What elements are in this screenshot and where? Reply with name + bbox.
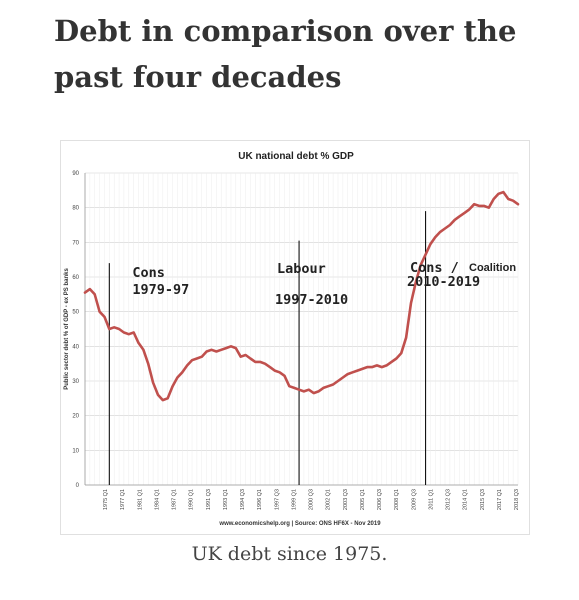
x-tick-label: 2012 Q3 [446,489,452,510]
x-tick-label: 1996 Q1 [257,489,263,510]
x-tick-label: 2006 Q3 [377,489,383,510]
x-tick-label: 2014 Q1 [463,489,469,510]
x-tick-label: 1991 Q3 [206,489,212,510]
coalition-extra-label: Coalition [469,262,516,274]
y-tick-label: 40 [72,344,79,350]
x-tick-label: 2008 Q1 [394,489,400,510]
figure-caption: UK debt since 1975. [191,543,388,565]
x-tick-label: 2000 Q3 [309,489,315,510]
x-tick-label: 2002 Q1 [326,489,332,510]
chart-title: UK national debt % GDP [238,151,354,162]
cons-annotation-label: Cons [132,265,165,281]
x-tick-label: 2017 Q1 [497,489,503,510]
y-tick-label: 70 [72,240,79,246]
x-tick-label: 2015 Q3 [480,489,486,510]
x-tick-label: 1994 Q3 [240,489,246,510]
x-tick-label: 1975 Q1 [103,489,109,510]
x-tick-label: 1999 Q1 [291,489,297,510]
chart-frame [60,140,530,535]
x-tick-label: 1990 Q1 [189,489,195,510]
article-heading: Debt in comparison over the past four de… [54,14,517,94]
y-tick-label: 0 [76,483,80,489]
x-tick-label: 1977 Q1 [120,489,126,510]
y-tick-label: 50 [72,310,79,316]
y-tick-label: 10 [72,448,79,454]
x-tick-label: 2005 Q1 [360,489,366,510]
debt-series-line [83,190,520,402]
cons-coalition-years-label: 2010-2019 [407,274,480,290]
y-tick-label: 30 [72,379,79,385]
x-tick-label: 2003 Q3 [343,489,349,510]
debt-line-chart: UK national debt % GDP 0 10 20 30 40 50 60 70 80… [60,140,530,535]
x-tick-label: 1981 Q1 [137,489,143,510]
labour-annotation-label: Labour [277,261,326,277]
x-tick-label: 1987 Q1 [172,489,178,510]
y-tick-label: 90 [72,171,79,177]
y-axis-label: Public sector debt % of GDP - ex PS bank… [64,268,70,390]
coalition-annotation-label: Cons / [410,260,459,276]
y-tick-label: 60 [72,275,79,281]
y-tick-label: 80 [72,206,79,212]
x-tick-label: 1997 Q3 [274,489,280,510]
y-tick-label: 20 [72,414,79,420]
source-note: www.economicshelp.org | Source: ONS HF6X… [218,521,381,527]
x-tick-label: 2009 Q3 [411,489,417,510]
cons-years-label: 1979-97 [132,282,189,298]
x-tick-label: 1984 Q1 [154,489,160,510]
x-tick-label: 1993 Q1 [223,489,229,510]
x-tick-label: 2011 Q1 [428,489,434,510]
chart-figure: UK national debt % GDP 0 10 20 30 40 50 60 70 80… [60,140,530,535]
x-tick-label: 2018 Q3 [514,489,520,510]
labour-years-label: 1997-2010 [275,292,348,308]
